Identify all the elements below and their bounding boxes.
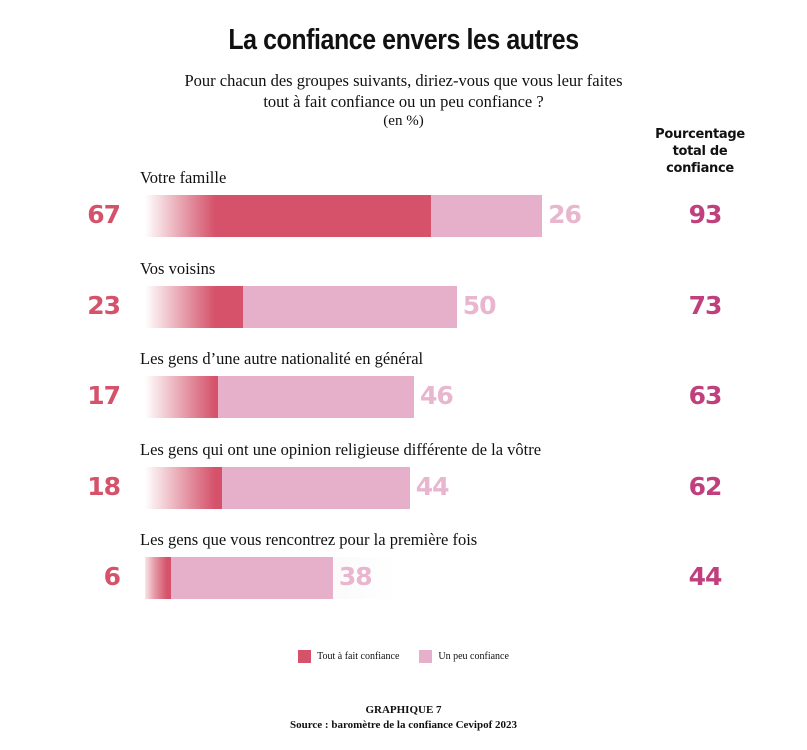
footer: GRAPHIQUE 7 Source : baromètre de la con… (0, 703, 807, 733)
value-tout-a-fait: 18 (87, 472, 121, 501)
category-label: Les gens qui ont une opinion religieuse … (140, 440, 542, 459)
subtitle-line-1: Pour chacun des groupes suivants, diriez… (184, 71, 623, 90)
value-tout-a-fait: 23 (87, 291, 121, 320)
subtitle-line-2: tout à fait confiance ou un peu confianc… (263, 92, 544, 111)
total-header-line-3: confiance (666, 161, 734, 176)
bar-un-peu (221, 467, 410, 509)
category-label: Vos voisins (140, 259, 216, 278)
value-total: 73 (688, 291, 723, 320)
value-total: 44 (688, 562, 723, 591)
legend-item-some: Un peu confiance (419, 650, 509, 663)
value-total: 93 (688, 200, 723, 229)
chart-title: La confiance envers les autres (228, 24, 579, 56)
bar-tout-a-fait (145, 195, 432, 237)
bar-tout-a-fait (145, 286, 244, 328)
bar-tout-a-fait (145, 557, 171, 599)
category-label: Votre famille (140, 168, 227, 187)
unit-label: (en %) (383, 113, 424, 129)
bar-un-peu (431, 195, 543, 237)
value-un-peu: 46 (420, 381, 454, 410)
value-un-peu: 26 (548, 200, 582, 229)
value-total: 63 (688, 381, 723, 410)
bar-tout-a-fait (145, 376, 218, 418)
bar-tout-a-fait (145, 467, 222, 509)
legend: Tout à fait confiance Un peu confiance (0, 650, 807, 663)
bar-un-peu (217, 376, 414, 418)
value-un-peu: 50 (462, 291, 497, 320)
source-note: Source : baromètre de la confiance Cevip… (290, 719, 517, 731)
value-tout-a-fait: 17 (87, 381, 121, 410)
bar-un-peu (243, 286, 457, 328)
legend-label-full: Tout à fait confiance (317, 651, 400, 662)
legend-label-some: Un peu confiance (438, 651, 509, 662)
chart-subtitle: Pour chacun des groupes suivants, diriez… (120, 70, 687, 112)
category-label: Les gens que vous rencontrez pour la pre… (140, 530, 478, 549)
total-header-line-1: Pourcentage (655, 127, 745, 142)
value-tout-a-fait: 67 (87, 200, 121, 229)
legend-swatch-some (419, 650, 433, 663)
bar-un-peu (170, 557, 333, 599)
value-total: 62 (688, 472, 723, 501)
value-tout-a-fait: 6 (103, 562, 121, 591)
graphic-number: GRAPHIQUE 7 (365, 704, 442, 716)
legend-item-full: Tout à fait confiance (298, 650, 399, 663)
total-header-line-2: total de (672, 144, 728, 159)
legend-swatch-full (298, 650, 312, 663)
total-column-header: Pourcentage total de confiance (640, 126, 760, 177)
value-un-peu: 44 (415, 472, 450, 501)
category-label: Les gens d’une autre nationalité en géné… (140, 349, 424, 368)
value-un-peu: 38 (338, 562, 373, 591)
